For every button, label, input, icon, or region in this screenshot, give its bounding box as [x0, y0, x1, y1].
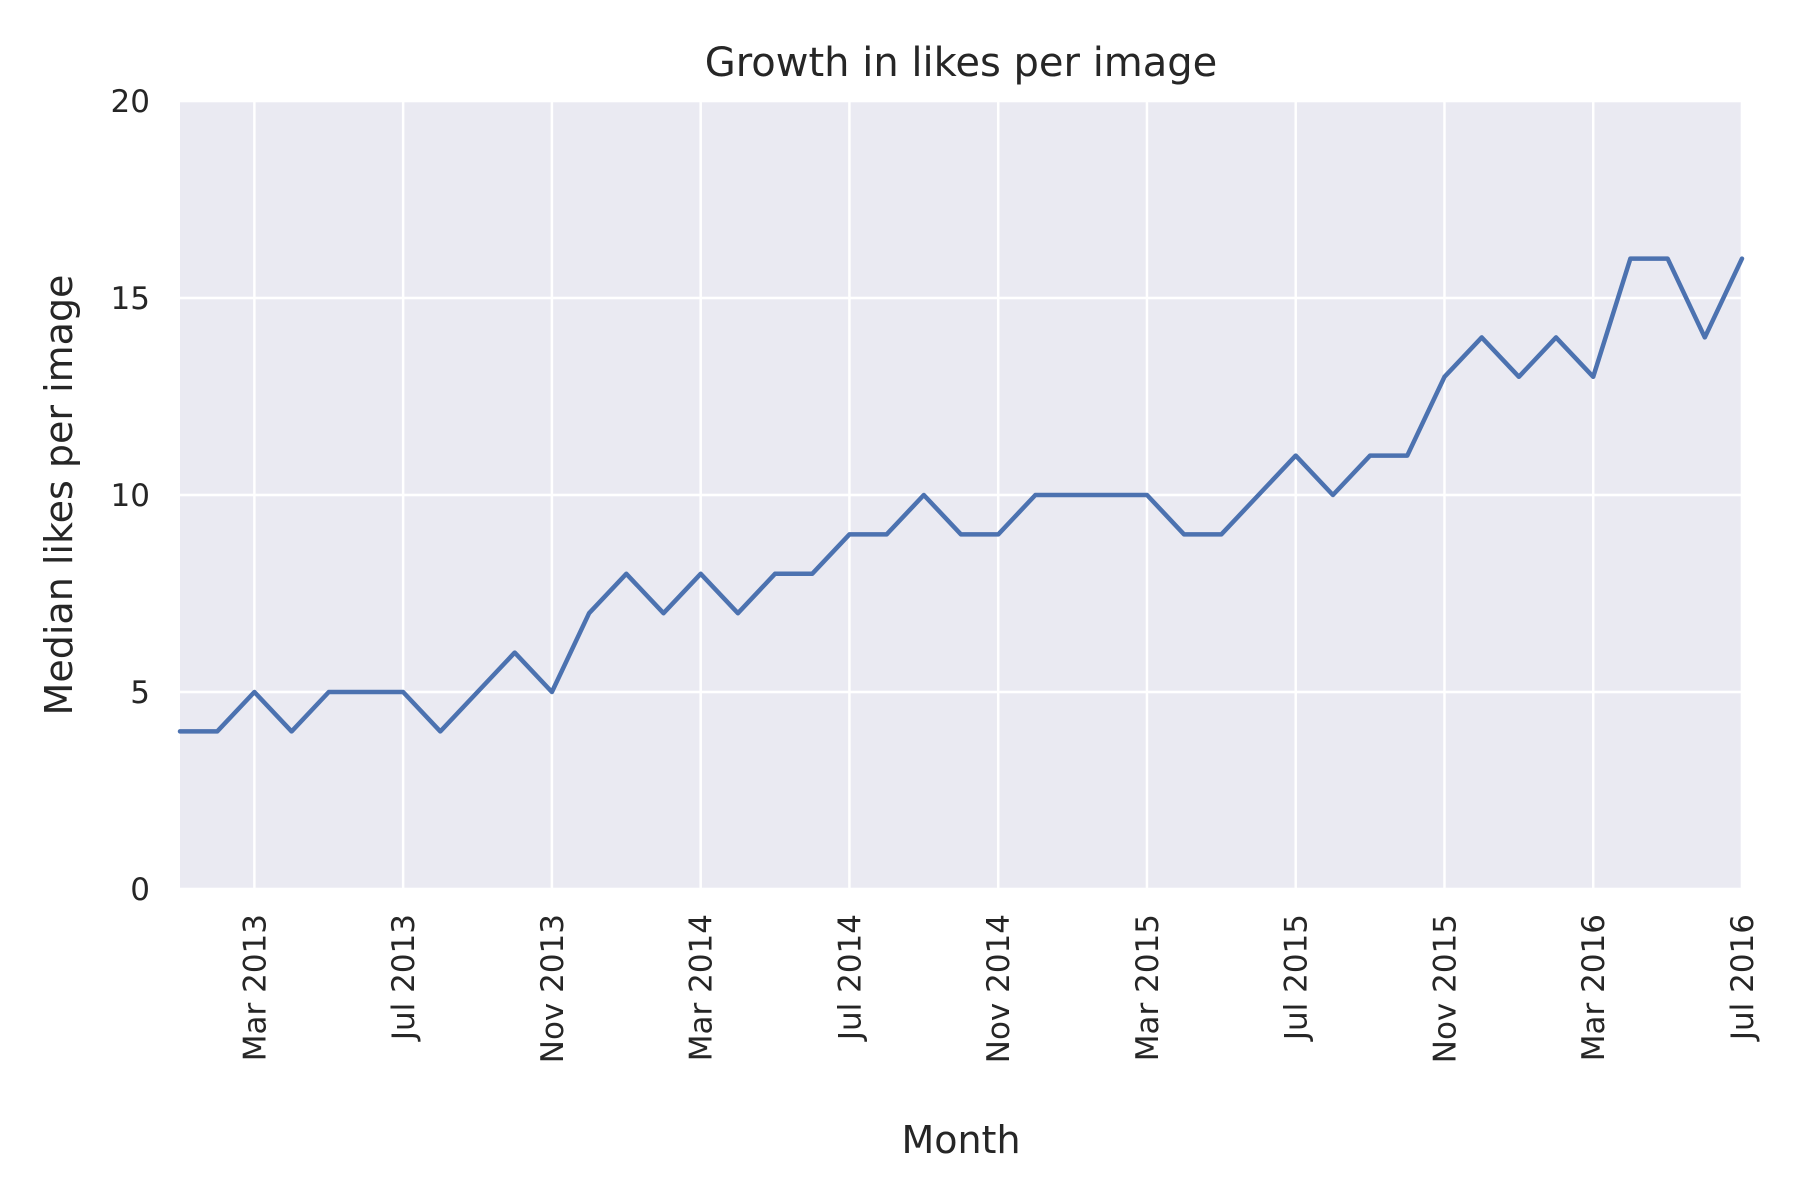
y-tick-labels: 0 5 10 15 20 — [111, 84, 150, 908]
series-line — [177, 256, 1745, 734]
x-tick-labels: Mar 2013 Jul 2013 Nov 2013 Mar 2014 Jul 2014… — [237, 914, 1761, 1063]
x-tick-label: Jul 2013 — [386, 914, 422, 1042]
y-gridlines — [180, 99, 1742, 891]
y-axis-label: Median likes per image — [37, 275, 81, 716]
x-tick-label: Jul 2015 — [1279, 914, 1315, 1042]
y-tick-label: 20 — [111, 84, 150, 120]
x-tick-label: Mar 2014 — [684, 914, 720, 1061]
x-tick-label: Nov 2013 — [535, 914, 571, 1063]
x-tick-label: Nov 2015 — [1427, 914, 1463, 1063]
x-tick-label: Mar 2015 — [1130, 914, 1166, 1061]
chart-title: Growth in likes per image — [705, 40, 1218, 86]
y-tick-label: 5 — [130, 675, 150, 711]
y-tick-label: 0 — [130, 872, 150, 908]
x-axis-label: Month — [901, 1118, 1020, 1162]
x-tick-label: Mar 2013 — [237, 914, 273, 1061]
series-layer — [177, 256, 1745, 734]
y-tick-label: 15 — [111, 281, 150, 317]
y-tick-label: 10 — [111, 478, 150, 514]
x-tick-label: Jul 2014 — [832, 914, 868, 1042]
x-tick-label: Jul 2016 — [1725, 914, 1761, 1042]
x-tick-label: Nov 2014 — [981, 914, 1017, 1063]
x-tick-label: Mar 2016 — [1576, 914, 1612, 1061]
